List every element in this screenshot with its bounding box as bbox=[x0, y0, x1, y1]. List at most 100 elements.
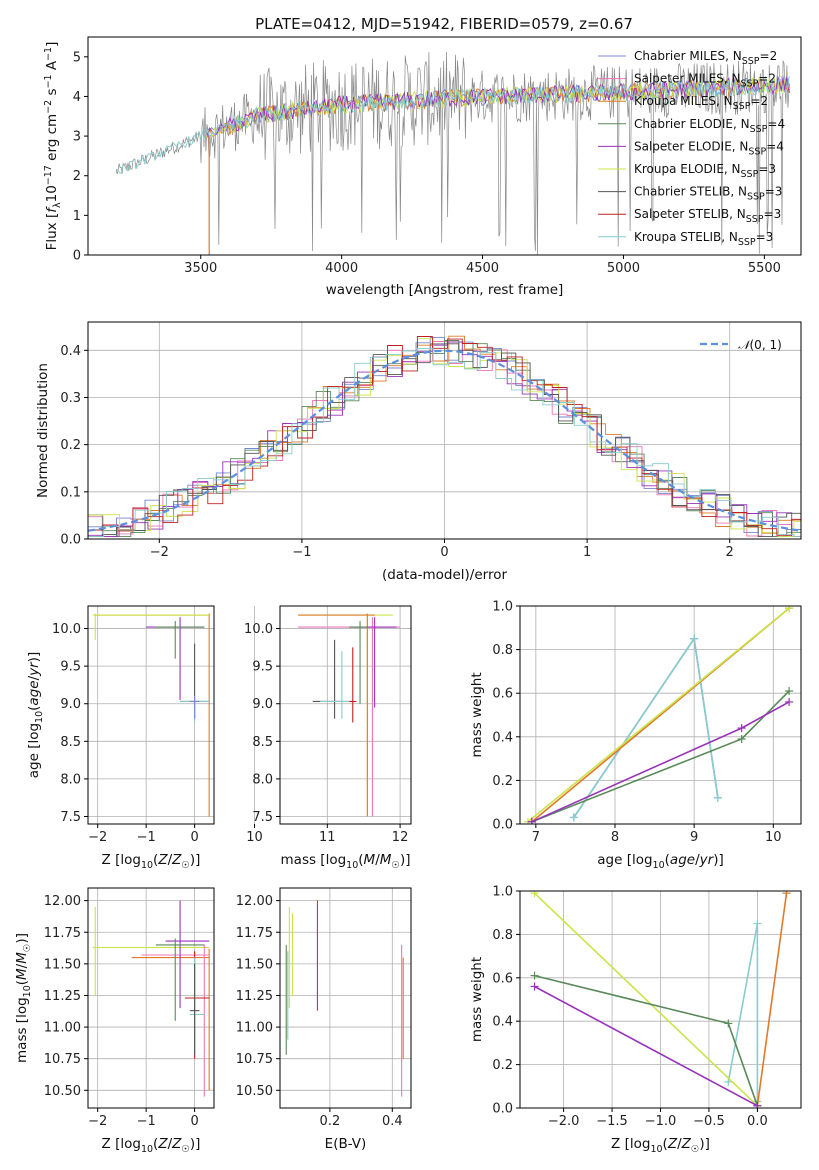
label-part: 10 bbox=[141, 860, 153, 871]
panel-mass_vs_ebv: 0.2 0.4 10.50 10.75 11.00 11.25 11.50 11.75 12.0… bbox=[236, 887, 412, 1152]
y-tick-label: 0 bbox=[73, 249, 81, 264]
label-part: Z bbox=[157, 1136, 168, 1152]
label-part: 10 bbox=[650, 1144, 662, 1155]
y-tick-label: 0.8 bbox=[492, 643, 513, 658]
label-part: ☉ bbox=[22, 944, 33, 953]
label-part: Kroupa STELIB, N bbox=[634, 230, 738, 244]
x-tick-label: −2.0 bbox=[548, 1114, 580, 1129]
x-axis-label: Z [log10(Z/Z☉)] bbox=[611, 1136, 710, 1155]
label-part: Z [log bbox=[102, 852, 141, 868]
legend-label: Kroupa ELODIE, NSSP=3 bbox=[634, 162, 776, 180]
label-part: Z bbox=[171, 852, 182, 868]
label-part: SSP bbox=[748, 146, 766, 157]
x-tick-label: 4000 bbox=[325, 261, 358, 276]
x-tick-label: −1 bbox=[137, 1114, 156, 1129]
label-part: =2 bbox=[750, 94, 768, 108]
marker bbox=[737, 724, 746, 733]
y-tick-label: 0.4 bbox=[492, 1015, 513, 1030]
label-part: )] bbox=[14, 933, 30, 944]
error-cross bbox=[189, 963, 200, 1055]
y-tick-label: 11.25 bbox=[44, 989, 81, 1004]
label-part: ( bbox=[153, 1136, 158, 1152]
label-part: Kroupa MILES, N bbox=[634, 94, 733, 108]
label-part: / bbox=[14, 963, 30, 968]
data-spectrum bbox=[115, 51, 790, 255]
label-part: −1 bbox=[43, 74, 54, 88]
axes-frame bbox=[87, 605, 215, 825]
plot-area bbox=[298, 613, 401, 817]
label-part: age bbox=[670, 852, 695, 868]
label-part: M bbox=[14, 952, 30, 964]
y-tick-label: 0.2 bbox=[492, 774, 513, 789]
label-part: =2 bbox=[760, 49, 778, 63]
label-part: Salpeter MILES, N bbox=[634, 72, 741, 86]
label-part: −2 bbox=[43, 100, 54, 114]
plot-area bbox=[285, 900, 404, 1097]
label-part: (0, 1) bbox=[750, 338, 782, 352]
marker bbox=[530, 982, 539, 991]
label-part: M bbox=[380, 852, 392, 868]
panel-residuals: −2 −1 0 1 2 0.0 0.1 0.2 0.3 0.4 (data-model)/error… bbox=[35, 321, 802, 583]
label-part: Z bbox=[667, 1136, 678, 1152]
label-part: 10 bbox=[141, 1144, 153, 1155]
x-tick-label: −1 bbox=[137, 830, 156, 845]
x-tick-label: 0.2 bbox=[320, 1114, 341, 1129]
plot-area bbox=[88, 335, 801, 538]
legend: 𝒩(0, 1) bbox=[700, 338, 782, 352]
x-tick-label: 10 bbox=[246, 830, 263, 845]
weight-series-4 bbox=[534, 985, 758, 1107]
marker bbox=[713, 793, 722, 802]
x-axis-label: age [log10(age/yr)] bbox=[597, 852, 723, 871]
label-part: mass [log bbox=[281, 852, 347, 868]
x-tick-label: −1.5 bbox=[596, 1114, 628, 1129]
marker bbox=[753, 919, 762, 928]
y-tick-label: 0.2 bbox=[60, 438, 81, 453]
y-tick-label: 10.0 bbox=[52, 622, 81, 637]
x-tick-label: 0 bbox=[190, 1114, 198, 1129]
label-part: SSP bbox=[738, 237, 756, 248]
histogram-1 bbox=[88, 341, 801, 538]
label-part: / bbox=[168, 1136, 173, 1152]
histogram-3 bbox=[88, 340, 801, 538]
label-part: ( bbox=[665, 852, 670, 868]
label-part: 10 bbox=[44, 185, 60, 202]
plot-area bbox=[92, 613, 210, 817]
marker bbox=[724, 1077, 733, 1086]
axes-frame bbox=[87, 36, 802, 256]
label-part: =4 bbox=[766, 139, 784, 153]
label-part: ☉ bbox=[391, 860, 400, 871]
marker bbox=[527, 817, 536, 824]
legend-label: Kroupa MILES, NSSP=2 bbox=[634, 94, 768, 112]
x-tick-label: −2 bbox=[88, 1114, 107, 1129]
y-tick-label: 1.0 bbox=[492, 600, 513, 615]
error-cross bbox=[189, 957, 205, 1053]
label-part: =2 bbox=[758, 72, 776, 86]
y-tick-label: 9.5 bbox=[60, 660, 81, 675]
axes-frame bbox=[279, 887, 412, 1109]
y-tick-label: 11.00 bbox=[236, 1021, 273, 1036]
y-tick-label: 5 bbox=[73, 50, 81, 65]
x-tick-label: 9 bbox=[690, 830, 698, 845]
y-tick-label: 3 bbox=[73, 130, 81, 145]
marker bbox=[737, 734, 746, 743]
label-part: −17 bbox=[43, 165, 54, 185]
panel-spectrum: 3500 4000 4500 5000 5500 0 1 2 3 4 5 wavelength [An… bbox=[43, 36, 802, 298]
weight-series-1 bbox=[756, 893, 788, 1106]
x-tick-label: −1.0 bbox=[645, 1114, 677, 1129]
label-part: Z bbox=[157, 852, 168, 868]
error-cross bbox=[184, 951, 210, 1059]
marker bbox=[530, 891, 539, 898]
label-part: SSP bbox=[741, 169, 759, 180]
x-axis-label: Z [log10(Z/Z☉)] bbox=[102, 1136, 201, 1155]
y-tick-label: 9.0 bbox=[252, 697, 273, 712]
x-tick-label: 0.4 bbox=[382, 1114, 403, 1129]
label-part: )] bbox=[699, 1136, 710, 1152]
label-part: 10 bbox=[346, 860, 358, 871]
y-tick-label: 0.4 bbox=[60, 344, 81, 359]
x-tick-label: 5500 bbox=[748, 261, 781, 276]
label-part: SSP bbox=[750, 124, 768, 135]
y-tick-label: 4 bbox=[73, 90, 81, 105]
legend-label: Chabrier MILES, NSSP=2 bbox=[634, 49, 777, 67]
marker bbox=[785, 697, 794, 706]
